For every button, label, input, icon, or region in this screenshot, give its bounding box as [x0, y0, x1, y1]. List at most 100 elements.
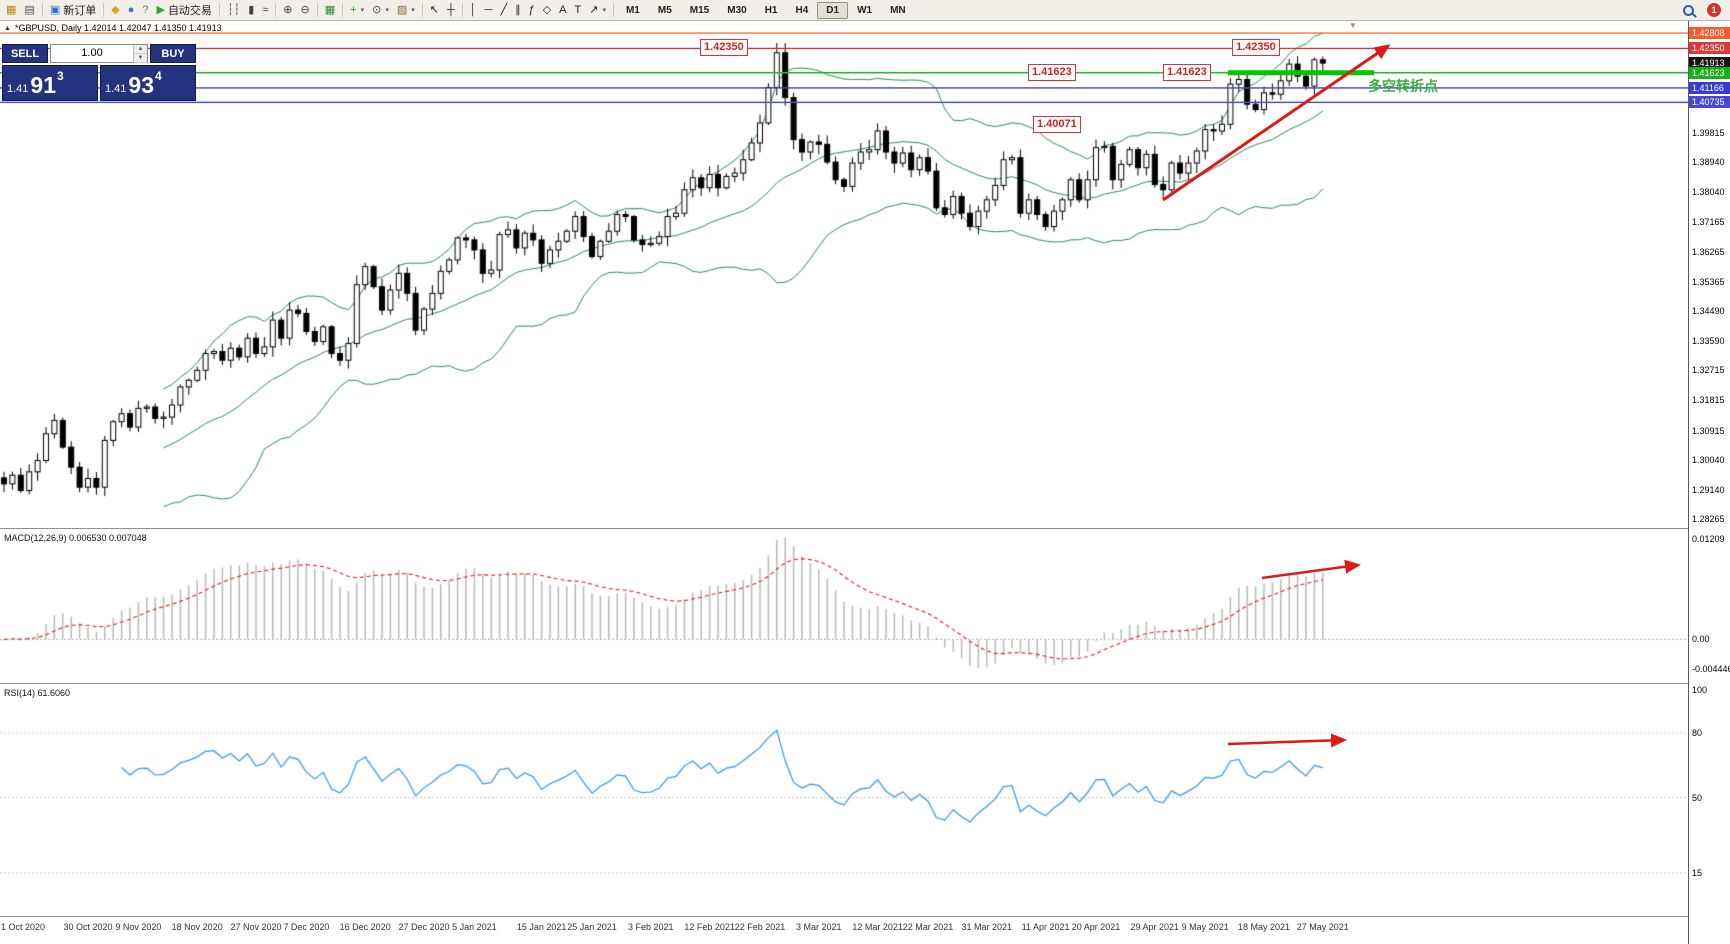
indicators-icon: +	[350, 3, 357, 16]
horizontal-line-icon[interactable]: ─	[481, 2, 497, 19]
tf-w1[interactable]: W1	[848, 2, 881, 19]
new-order-button[interactable]: ▣ 新订单	[46, 2, 100, 19]
shapes-icon[interactable]: ◇	[539, 2, 555, 19]
sell-price-display[interactable]: 1.41 91 3	[2, 65, 98, 101]
spinner-down-icon[interactable]: ▼	[134, 54, 147, 63]
fibonacci-icon: ƒ	[528, 3, 535, 16]
panel-divider[interactable]	[0, 683, 1730, 684]
tf-m30[interactable]: M30	[718, 2, 755, 19]
tf-d1-label: D1	[826, 4, 840, 16]
trendline-icon: ╱	[500, 3, 508, 16]
rsi-panel[interactable]	[0, 685, 1688, 916]
price-annotation-box[interactable]: 1.42350	[700, 39, 748, 57]
search-icon[interactable]	[1679, 1, 1698, 20]
price-annotation-box[interactable]: 1.41623	[1028, 63, 1076, 81]
time-axis-label: 31 Mar 2021	[961, 922, 1013, 932]
price-chart-panel[interactable]	[0, 20, 1688, 528]
market-icon[interactable]: ●	[124, 2, 139, 19]
periods-icon[interactable]: ⊙ ▾	[368, 2, 393, 19]
tf-m5[interactable]: M5	[649, 2, 681, 19]
axis-label: 1.31815	[1692, 395, 1725, 406]
new-order-button-label: 新订单	[63, 5, 97, 17]
crosshair-icon[interactable]: ┼	[443, 2, 459, 19]
tf-h1[interactable]: H1	[756, 2, 787, 19]
tf-m15[interactable]: M15	[681, 2, 718, 19]
price-tag: 1.41913	[1689, 57, 1730, 69]
tf-h4-label: H4	[795, 4, 809, 16]
chart-canvas	[0, 0, 1688, 944]
price-tag: 1.41166	[1689, 81, 1730, 94]
panel-divider[interactable]	[0, 916, 1730, 917]
volume-value[interactable]: 1.00	[81, 47, 103, 59]
price-annotation-box[interactable]: 1.42350	[1232, 39, 1280, 57]
label-icon: T	[574, 3, 582, 16]
axis-label: 0.01209	[1692, 534, 1725, 544]
time-axis-label: 18 May 2021	[1237, 922, 1291, 932]
fibonacci-icon[interactable]: ƒ	[525, 2, 539, 19]
toolbar-separator	[316, 3, 318, 17]
candlestick-chart-icon[interactable]: ▮	[244, 2, 258, 19]
zoom-out-icon[interactable]: ⊖	[297, 2, 314, 19]
dropdown-arrow-icon: ▾	[385, 7, 389, 14]
buy-price-display[interactable]: 1.41 93 4	[100, 65, 196, 101]
time-axis-label: 1 Oct 2020	[1, 922, 46, 932]
auto-trading-button[interactable]: ▶ 自动交易	[152, 2, 215, 19]
cursor-icon[interactable]: ↖	[426, 2, 443, 19]
trendline-icon[interactable]: ╱	[496, 2, 511, 19]
arrows-tool-icon[interactable]: ↗ ▾	[585, 2, 610, 19]
tf-d1[interactable]: D1	[817, 1, 849, 19]
new-chart-icon[interactable]: ▦	[2, 2, 20, 19]
buy-price-pips: 93	[128, 72, 155, 98]
buy-button[interactable]: BUY	[150, 44, 196, 63]
sell-button[interactable]: SELL	[2, 44, 48, 63]
tf-h4[interactable]: H4	[786, 2, 817, 19]
chart-title-text: *GBPUSD, Daily 1.42014 1.42047 1.41350 1…	[14, 23, 222, 33]
toolbar-right: 1	[1679, 1, 1730, 20]
arrows-tool-icon: ↗	[589, 3, 599, 16]
time-axis-label: 27 Dec 2020	[398, 922, 450, 932]
tf-mn-label: MN	[890, 4, 906, 16]
label-icon[interactable]: T	[571, 2, 586, 19]
line-chart-icon[interactable]: ≈	[258, 2, 272, 19]
new-order-icon: ▣	[49, 3, 61, 16]
bar-chart-icon[interactable]: ┆┆	[223, 2, 244, 19]
text-icon[interactable]: A	[555, 2, 570, 19]
price-annotation-box[interactable]: 1.41623	[1163, 63, 1211, 81]
collapse-arrow-icon[interactable]: ▲	[4, 24, 11, 32]
volume-field[interactable]: 1.00 ▲ ▼	[50, 44, 148, 63]
price-axis[interactable]: 1.39815 1.38940 1.38040 1.37165 1.36265 1.353…	[1688, 20, 1730, 944]
macd-panel[interactable]	[0, 530, 1688, 683]
time-axis-label: 3 Feb 2021	[628, 922, 674, 932]
annotation-text[interactable]: 多空转折点	[1368, 78, 1438, 94]
price-annotation-box[interactable]: 1.40071	[1033, 115, 1081, 133]
panel-divider[interactable]	[0, 528, 1730, 529]
tf-mn[interactable]: MN	[881, 2, 915, 19]
time-axis[interactable]: 1 Oct 2020 30 Oct 2020 9 Nov 2020 18 Nov 20…	[0, 917, 1688, 944]
help-icon[interactable]: ?	[138, 2, 152, 19]
channel-icon[interactable]: ∥	[511, 2, 525, 19]
horizontal-line-icon: ─	[484, 3, 493, 16]
axis-label: 50	[1692, 792, 1703, 803]
toolbar-separator	[103, 3, 105, 17]
mql5-icon: ◆	[111, 3, 120, 16]
time-axis-label: 12 Feb 2021	[684, 922, 735, 932]
market-icon: ●	[127, 3, 135, 16]
indicators-icon[interactable]: + ▾	[346, 2, 368, 19]
axis-label: 1.35365	[1692, 276, 1725, 287]
tf-m1[interactable]: M1	[617, 2, 649, 19]
vertical-line-icon[interactable]: │	[466, 2, 481, 19]
help-icon: ?	[142, 3, 149, 16]
tile-windows-icon[interactable]: ▦	[321, 2, 339, 19]
mql5-icon[interactable]: ◆	[107, 2, 123, 19]
dropdown-arrow-icon: ▾	[602, 7, 606, 14]
volume-spinner[interactable]: ▲ ▼	[133, 45, 147, 63]
notification-badge[interactable]: 1	[1706, 2, 1722, 18]
sell-price-prefix: 1.41	[7, 83, 29, 95]
spinner-up-icon[interactable]: ▲	[134, 45, 147, 54]
chart-profiles-icon[interactable]: ▤	[20, 2, 38, 19]
zoom-in-icon[interactable]: ⊕	[279, 2, 296, 19]
templates-icon[interactable]: ▨ ▾	[393, 2, 419, 19]
axis-label: 80	[1692, 728, 1703, 738]
one-click-trading-panel: SELL 1.00 ▲ ▼ BUY 1.41 91 3 1.41 93 4	[2, 44, 196, 101]
